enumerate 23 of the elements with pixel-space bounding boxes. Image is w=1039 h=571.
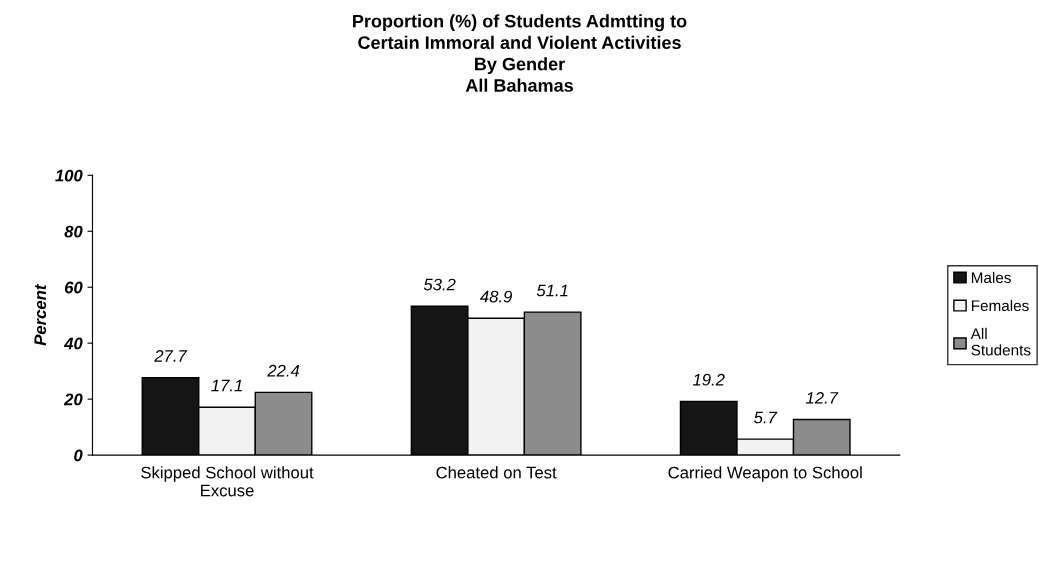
x-tick-label: Skipped School without Excuse (141, 466, 314, 497)
y-tick-label: 80 (64, 225, 83, 238)
data-label: 5.7 (754, 411, 778, 424)
y-tick-label: 60 (64, 281, 83, 294)
data-label: 19.2 (692, 373, 725, 386)
data-label: 22.4 (267, 364, 300, 377)
legend-label: All Students (970, 327, 1031, 356)
legend-label: Males (971, 271, 1011, 284)
data-label: 53.2 (423, 278, 456, 291)
x-tick-label: Cheated on Test (436, 466, 557, 479)
x-tick-label: Carried Weapon to School (668, 466, 862, 482)
y-tick-label: 100 (55, 169, 83, 182)
y-axis-title: Percent (34, 284, 47, 346)
data-label: 12.7 (805, 391, 839, 404)
y-tick-label: 0 (74, 449, 83, 462)
data-label: 17.1 (211, 379, 242, 392)
chart-title: Proportion (%) of Students Admtting to Certain Immoral and Violent Activities By Gender All Bahamas (353, 14, 687, 92)
data-label: 27.7 (154, 349, 188, 362)
y-tick-label: 40 (63, 337, 83, 350)
y-tick-label: 20 (63, 393, 83, 406)
data-label: 51.1 (536, 284, 568, 297)
legend-label: Females (971, 299, 1029, 312)
data-label: 48.9 (480, 290, 512, 303)
